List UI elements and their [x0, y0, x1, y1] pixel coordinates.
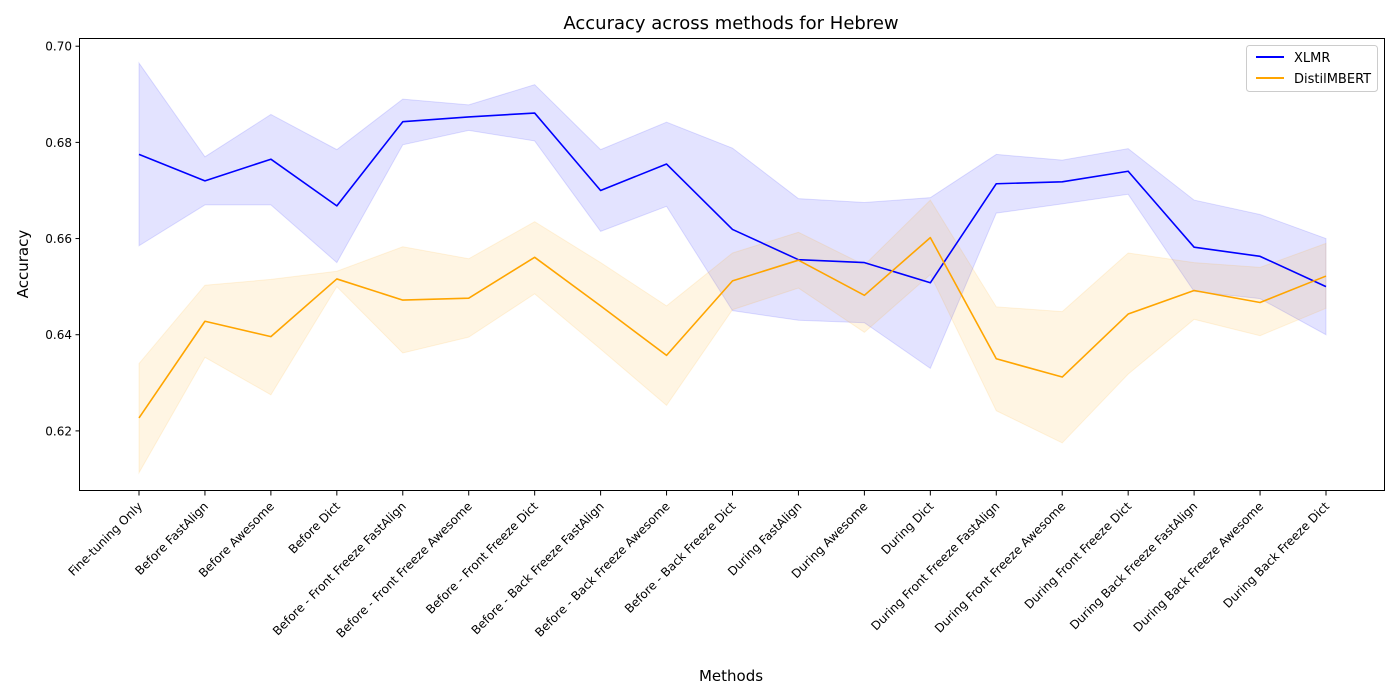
- y-tick-label: 0.62: [45, 424, 72, 438]
- y-axis-title: Accuracy: [14, 230, 32, 299]
- x-tick-label: Before - Back Freeze Awesome: [532, 499, 672, 639]
- band-xlmr: [138, 61, 1327, 370]
- x-axis-title: Methods: [699, 667, 763, 685]
- x-tick-label: During Front Freeze Dict: [1022, 499, 1135, 612]
- x-tick-label: During Dict: [878, 499, 936, 557]
- x-tick-label: Before - Front Freeze Dict: [423, 499, 541, 617]
- legend-label-distilmbert: DistilMBERT: [1294, 72, 1371, 87]
- plot-frame: [79, 38, 1385, 491]
- x-tick-label: Before - Front Freeze Awesome: [333, 499, 474, 640]
- band-distilmbert: [138, 199, 1327, 475]
- x-tick-label: Before Dict: [286, 499, 343, 556]
- x-tick-label: Before - Back Freeze Dict: [622, 499, 739, 616]
- confidence-bands: [138, 61, 1327, 475]
- y-tick-label: 0.68: [45, 136, 72, 150]
- series-lines: [138, 112, 1327, 419]
- x-tick-label: During Back Freeze FastAlign: [1067, 499, 1200, 632]
- x-tick-label: Before - Back Freeze FastAlign: [469, 499, 607, 637]
- x-tick-label: During Front Freeze FastAlign: [868, 499, 1002, 633]
- x-tick-label: During Back Freeze Dict: [1220, 499, 1332, 611]
- y-tick-label: 0.64: [45, 328, 72, 342]
- chart-title: Accuracy across methods for Hebrew: [563, 13, 898, 34]
- x-tick-label: Before - Front Freeze FastAlign: [270, 499, 409, 638]
- y-axis: 0.62 0.64 0.66 0.68 0.70: [45, 40, 80, 438]
- legend-label-xlmr: XLMR: [1294, 51, 1330, 66]
- y-tick-label: 0.66: [45, 232, 72, 246]
- x-tick-label: During Front Freeze Awesome: [932, 499, 1068, 635]
- x-tick-label: During Back Freeze Awesome: [1131, 499, 1267, 635]
- y-tick-label: 0.70: [45, 40, 72, 54]
- legend: XLMR DistilMBERT: [1246, 45, 1378, 92]
